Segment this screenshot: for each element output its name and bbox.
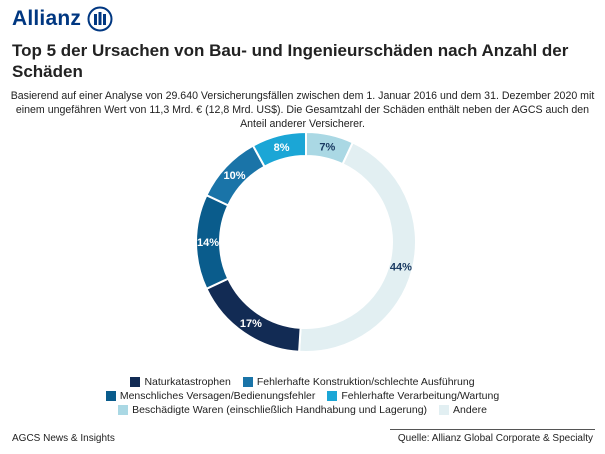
chart-title: Top 5 der Ursachen von Bau- und Ingenieu… xyxy=(12,41,569,81)
legend-swatch xyxy=(130,377,141,387)
donut-slice xyxy=(251,130,307,168)
donut-slice xyxy=(205,277,302,353)
legend-row: Naturkatastrophen Fehlerhafte Konstruktio… xyxy=(0,375,605,389)
donut-slice xyxy=(298,141,417,353)
chart-legend: Naturkatastrophen Fehlerhafte Konstruktio… xyxy=(0,375,605,417)
legend-label: Naturkatastrophen xyxy=(144,376,231,388)
legend-label: Menschliches Versagen/Bedienungsfehler xyxy=(119,390,316,402)
footer: AGCS News & Insights Quelle: Allianz Glo… xyxy=(0,429,605,447)
legend-swatch xyxy=(118,405,129,415)
donut-chart: 7% 44% 17% 14% 10% 8% xyxy=(195,130,417,353)
legend-label: Andere xyxy=(453,404,487,416)
legend-item: Beschädigte Waren (einschließlich Handha… xyxy=(118,403,427,417)
allianz-eagle-icon xyxy=(87,6,113,32)
slice-data-label: 7% xyxy=(319,141,335,153)
slice-data-label: 44% xyxy=(390,261,412,273)
legend-swatch xyxy=(439,405,450,415)
legend-label: Fehlerhafte Verarbeitung/Wartung xyxy=(341,390,500,402)
slice-data-label: 14% xyxy=(197,237,219,249)
legend-label: Fehlerhafte Konstruktion/schlechte Ausfü… xyxy=(256,376,475,388)
legend-label: Beschädigte Waren (einschließlich Handha… xyxy=(132,404,428,416)
legend-item: Menschliches Versagen/Bedienungsfehler xyxy=(105,389,316,403)
legend-item: Andere xyxy=(439,403,487,417)
legend-swatch xyxy=(327,391,338,401)
slice-data-label: 10% xyxy=(224,170,246,182)
legend-item: Fehlerhafte Konstruktion/schlechte Ausfü… xyxy=(242,375,475,389)
legend-row: Menschliches Versagen/Bedienungsfehler Fe… xyxy=(0,389,605,403)
legend-swatch xyxy=(105,391,116,401)
slice-data-label: 17% xyxy=(240,318,262,330)
footer-source-left: AGCS News & Insights xyxy=(12,433,115,444)
legend-item: Naturkatastrophen xyxy=(130,375,231,389)
legend-swatch xyxy=(242,377,253,387)
footer-source-right: Quelle: Allianz Global Corporate & Speci… xyxy=(397,433,593,444)
slice-data-label: 8% xyxy=(274,142,290,154)
brand-name: Allianz xyxy=(12,7,82,30)
allianz-logo: Allianz xyxy=(12,6,113,32)
footer-divider xyxy=(390,429,595,430)
chart-subtitle: Basierend auf einer Analyse von 29.640 V… xyxy=(10,90,595,130)
legend-row: Beschädigte Waren (einschließlich Handha… xyxy=(0,403,605,417)
legend-item: Fehlerhafte Verarbeitung/Wartung xyxy=(327,389,499,403)
